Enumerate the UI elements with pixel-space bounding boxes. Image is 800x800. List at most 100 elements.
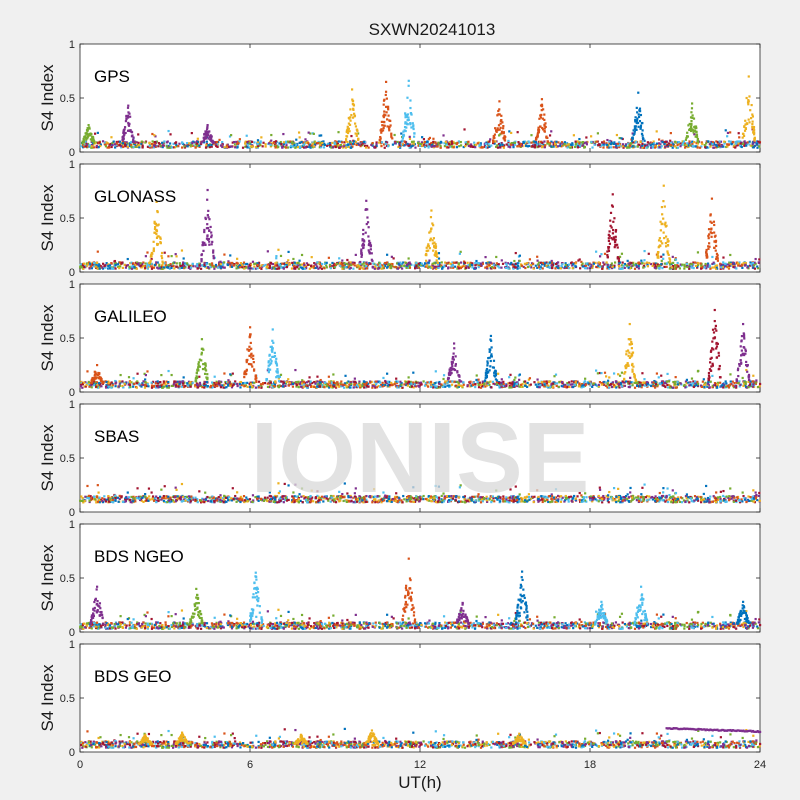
data-point bbox=[229, 145, 232, 148]
data-point bbox=[346, 125, 349, 128]
data-point bbox=[578, 141, 581, 144]
data-point bbox=[174, 142, 177, 145]
data-point bbox=[398, 141, 402, 144]
data-point bbox=[508, 130, 511, 133]
data-point bbox=[422, 144, 425, 147]
data-point bbox=[301, 379, 304, 382]
data-point bbox=[623, 145, 626, 148]
data-point bbox=[621, 145, 624, 148]
data-point bbox=[433, 241, 436, 244]
data-point bbox=[122, 134, 125, 138]
data-point bbox=[685, 136, 688, 140]
data-point bbox=[567, 383, 570, 387]
data-point bbox=[401, 139, 404, 142]
data-point bbox=[353, 142, 356, 146]
data-point bbox=[556, 266, 560, 269]
data-point bbox=[516, 262, 519, 265]
data-point bbox=[668, 257, 671, 260]
data-point bbox=[648, 383, 651, 387]
data-point bbox=[417, 263, 421, 266]
data-point bbox=[626, 146, 629, 149]
data-point bbox=[741, 376, 744, 380]
data-point bbox=[697, 141, 700, 144]
data-point bbox=[420, 262, 424, 265]
data-point bbox=[219, 144, 223, 147]
data-point bbox=[529, 383, 532, 386]
data-point bbox=[200, 267, 203, 270]
data-point bbox=[729, 373, 732, 376]
data-point bbox=[302, 262, 306, 265]
data-point bbox=[338, 262, 342, 265]
data-point bbox=[134, 264, 137, 267]
data-point bbox=[442, 134, 445, 137]
data-point bbox=[102, 262, 105, 265]
data-point bbox=[90, 132, 93, 136]
data-point bbox=[369, 244, 372, 247]
data-point bbox=[676, 264, 679, 267]
data-point bbox=[615, 144, 618, 147]
data-point bbox=[757, 140, 760, 143]
data-point bbox=[312, 145, 316, 148]
y-tick-label: 0 bbox=[69, 147, 75, 159]
data-point bbox=[633, 125, 636, 128]
data-point bbox=[479, 383, 482, 386]
data-point bbox=[496, 264, 500, 267]
data-point bbox=[624, 143, 627, 146]
data-point bbox=[430, 227, 433, 230]
data-point bbox=[443, 265, 446, 268]
data-point bbox=[388, 129, 391, 132]
data-point bbox=[146, 262, 149, 265]
data-point bbox=[662, 200, 665, 203]
data-point bbox=[132, 385, 135, 388]
data-point bbox=[716, 264, 719, 267]
data-point bbox=[388, 266, 391, 269]
data-point bbox=[144, 262, 147, 265]
data-point bbox=[363, 240, 366, 243]
data-point bbox=[455, 261, 458, 264]
data-point bbox=[645, 146, 648, 149]
data-point bbox=[696, 142, 699, 145]
data-point bbox=[249, 145, 252, 148]
data-point bbox=[555, 140, 558, 143]
data-point bbox=[409, 122, 412, 125]
data-point bbox=[454, 380, 457, 384]
data-point bbox=[353, 377, 356, 380]
data-point bbox=[158, 142, 161, 146]
data-point bbox=[707, 146, 710, 149]
data-point bbox=[237, 140, 240, 143]
data-point bbox=[581, 383, 584, 386]
data-point bbox=[448, 262, 451, 265]
data-point bbox=[250, 267, 253, 270]
data-point bbox=[561, 263, 564, 266]
data-point bbox=[172, 142, 175, 145]
data-point bbox=[691, 114, 694, 117]
data-point bbox=[257, 144, 260, 148]
data-point bbox=[340, 380, 343, 383]
data-point bbox=[309, 132, 312, 135]
data-point bbox=[314, 382, 317, 385]
data-point bbox=[694, 126, 697, 130]
data-point bbox=[300, 140, 303, 144]
data-point bbox=[444, 261, 447, 264]
data-point bbox=[293, 261, 296, 264]
data-point bbox=[563, 141, 567, 144]
data-point bbox=[505, 264, 508, 268]
data-point bbox=[726, 131, 730, 135]
data-point bbox=[543, 146, 546, 149]
data-point bbox=[711, 386, 714, 389]
data-point bbox=[328, 142, 331, 145]
data-point bbox=[637, 380, 640, 384]
data-point bbox=[716, 381, 720, 384]
data-point bbox=[254, 262, 257, 265]
data-point bbox=[431, 265, 435, 268]
data-point bbox=[353, 114, 357, 117]
data-point bbox=[430, 143, 433, 146]
data-point bbox=[441, 267, 444, 270]
data-point bbox=[542, 143, 545, 146]
data-point bbox=[738, 380, 741, 383]
data-point bbox=[321, 262, 324, 266]
data-point bbox=[213, 385, 216, 389]
data-point bbox=[279, 380, 282, 383]
data-point bbox=[385, 141, 388, 144]
data-point bbox=[195, 382, 199, 385]
